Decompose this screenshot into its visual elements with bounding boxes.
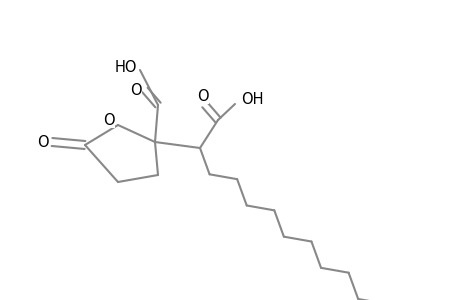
Text: O: O xyxy=(130,82,141,98)
Text: OH: OH xyxy=(240,92,263,106)
Text: O: O xyxy=(37,134,49,149)
Text: O: O xyxy=(103,112,115,128)
Text: O: O xyxy=(197,88,208,104)
Text: HO: HO xyxy=(114,59,137,74)
